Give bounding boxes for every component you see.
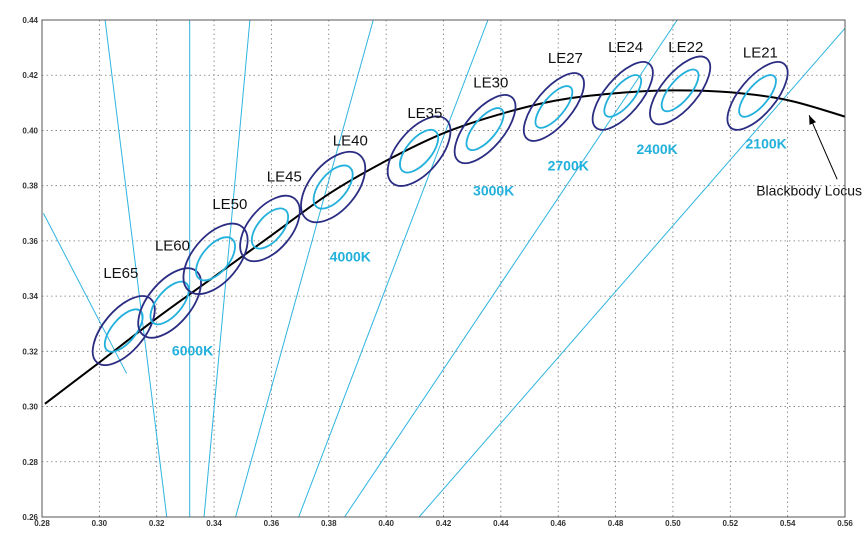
ellipse-label: LE40 xyxy=(333,133,368,150)
y-tick-label: 0.44 xyxy=(22,16,38,25)
inner-ellipse xyxy=(149,280,190,326)
outer-ellipse xyxy=(726,61,789,131)
isotherm-lines xyxy=(42,20,845,517)
blackbody-locus-curve xyxy=(44,89,845,405)
y-tick-label: 0.38 xyxy=(22,182,38,191)
ellipse-label: LE50 xyxy=(212,196,247,213)
outer-ellipse xyxy=(182,222,249,295)
inner-ellipse xyxy=(195,236,236,282)
inner-ellipse xyxy=(738,74,777,118)
y-tick-label: 0.26 xyxy=(22,513,38,522)
inner-ellipse xyxy=(250,207,289,250)
ellipse-le27 xyxy=(522,72,585,142)
x-tick-label: 0.44 xyxy=(493,519,509,528)
isotherm-line xyxy=(298,20,489,517)
ellipse-label: LE45 xyxy=(267,169,302,186)
inner-ellipse xyxy=(603,74,643,118)
outer-ellipse xyxy=(453,94,517,165)
cct-label: 2700K xyxy=(548,157,589,173)
cct-label: 2400K xyxy=(637,141,678,157)
label-layer: LE65 LE60 LE50 LE45 LE40 LE35 LE30 LE27 LE24 LE22… xyxy=(103,39,862,359)
ellipse-label: LE60 xyxy=(155,238,190,255)
annotation-arrow-head xyxy=(809,115,816,125)
x-tick-label: 0.52 xyxy=(722,519,738,528)
outer-ellipse xyxy=(300,150,367,224)
x-tick-label: 0.28 xyxy=(34,519,50,528)
y-tick-label: 0.28 xyxy=(22,458,38,467)
ellipse-le40 xyxy=(300,150,367,224)
cct-label: 3000K xyxy=(473,182,514,198)
inner-ellipse xyxy=(534,85,574,129)
blackbody-locus-layer xyxy=(44,89,845,405)
x-tick-label: 0.40 xyxy=(378,519,394,528)
isotherm-line xyxy=(344,20,678,517)
y-tick-label: 0.36 xyxy=(22,237,38,246)
x-tick-label: 0.34 xyxy=(206,519,222,528)
x-tick-label: 0.32 xyxy=(149,519,165,528)
ellipse-label: LE30 xyxy=(473,75,508,92)
y-tick-label: 0.30 xyxy=(22,403,38,412)
x-tick-label: 0.48 xyxy=(608,519,624,528)
ellipse-le35 xyxy=(386,115,452,187)
x-tick-label: 0.46 xyxy=(550,519,566,528)
x-tick-label: 0.54 xyxy=(780,519,796,528)
inner-ellipse xyxy=(312,164,354,210)
y-tick-label: 0.32 xyxy=(22,347,38,356)
inner-ellipse xyxy=(399,128,440,174)
plot-frame xyxy=(41,19,846,518)
x-tick-label: 0.42 xyxy=(436,519,452,528)
outer-ellipse xyxy=(522,72,585,142)
x-tick-label: 0.56 xyxy=(837,519,853,528)
x-tick-label: 0.30 xyxy=(92,519,108,528)
blackbody-locus-label: Blackbody Locus xyxy=(756,182,862,198)
x-tick-label: 0.36 xyxy=(264,519,280,528)
ellipse-le30 xyxy=(453,94,517,165)
outer-ellipse xyxy=(591,61,654,131)
ellipse-le45 xyxy=(239,194,301,263)
isotherm-line xyxy=(235,20,374,517)
outer-ellipse xyxy=(91,295,156,366)
y-tick-label: 0.34 xyxy=(22,292,38,301)
ellipse-le24 xyxy=(591,61,654,131)
ellipse-label: LE35 xyxy=(407,105,442,122)
ellipse-le21 xyxy=(726,61,789,131)
tick-labels: 0.28 0.30 0.32 0.34 0.36 0.38 0.40 0.42 0.44 0.46… xyxy=(22,16,853,528)
outer-ellipse xyxy=(239,194,301,263)
inner-ellipse xyxy=(465,107,505,151)
y-tick-label: 0.40 xyxy=(22,126,38,135)
ellipse-le22 xyxy=(649,55,712,126)
inner-ellipse xyxy=(660,68,700,113)
ellipse-label: LE22 xyxy=(668,39,703,56)
isotherm-line xyxy=(418,27,845,517)
x-tick-label: 0.50 xyxy=(665,519,681,528)
cct-label: 4000K xyxy=(330,249,371,265)
annotation-arrow-line xyxy=(808,115,838,180)
x-tick-label: 0.38 xyxy=(321,519,337,528)
y-tick-label: 0.42 xyxy=(22,71,38,80)
cct-label: 2100K xyxy=(746,135,787,151)
outer-ellipse xyxy=(386,115,452,187)
ellipse-layer xyxy=(91,55,789,366)
cct-label: 6000K xyxy=(172,342,213,358)
ellipse-label: LE65 xyxy=(103,265,138,282)
isotherm-line xyxy=(42,213,128,374)
isotherm-line xyxy=(104,20,168,517)
ellipse-label: LE24 xyxy=(608,39,643,56)
ellipse-label: LE27 xyxy=(548,50,583,67)
ellipse-le50 xyxy=(182,222,249,295)
outer-ellipse xyxy=(649,55,712,126)
ellipse-label: LE21 xyxy=(743,44,778,61)
